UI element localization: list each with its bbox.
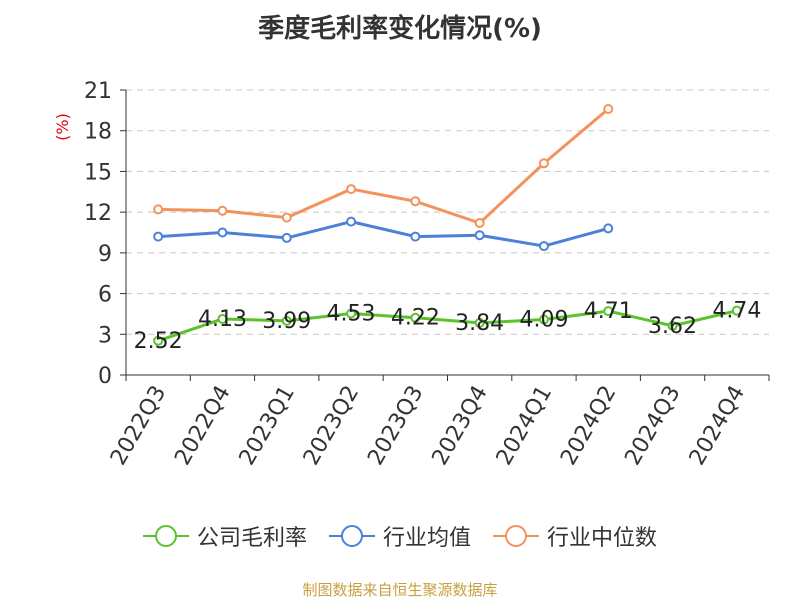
data-point — [538, 241, 549, 252]
y-tick-label: 9 — [98, 242, 112, 267]
data-point — [346, 184, 357, 195]
data-point — [153, 204, 164, 215]
data-point — [410, 231, 421, 242]
data-point — [153, 231, 164, 242]
data-point — [538, 158, 549, 169]
x-tick-label: 2023Q1 — [235, 382, 300, 470]
data-point — [153, 335, 164, 346]
y-tick-label: 15 — [84, 160, 112, 185]
series-line-2 — [158, 107, 610, 225]
legend-label: 行业均值 — [382, 526, 471, 551]
legend-marker — [493, 525, 539, 547]
legend-marker — [328, 525, 375, 547]
data-label: 4.22 — [391, 306, 440, 331]
series-line-0 — [157, 309, 738, 343]
x-tick-label: 2024Q2 — [556, 382, 621, 470]
y-tick-label: 3 — [98, 323, 112, 348]
data-label: 2.52 — [134, 329, 183, 354]
data-point — [731, 305, 742, 316]
data-point — [538, 314, 549, 325]
series-layer — [153, 104, 742, 346]
x-tick-label: 2022Q4 — [170, 382, 235, 470]
y-axis-label: (%) — [53, 113, 72, 141]
y-tick-label: 18 — [84, 120, 112, 145]
legend-item-2[interactable]: 行业中位数 — [493, 520, 657, 552]
data-point — [603, 306, 614, 317]
chart-title: 季度毛利率变化情况(%) — [258, 14, 542, 44]
data-point — [346, 308, 357, 319]
data-label: 4.13 — [198, 307, 247, 332]
data-point — [410, 312, 421, 323]
y-tick-label: 0 — [98, 364, 112, 389]
x-tick-label: 2023Q3 — [363, 382, 428, 470]
y-tick-label: 12 — [84, 201, 112, 226]
data-label: 3.62 — [648, 314, 697, 339]
data-point — [217, 205, 228, 216]
source-note: 制图数据来自恒生聚源数据库 — [302, 581, 498, 599]
data-point — [603, 223, 614, 234]
data-point — [281, 232, 292, 243]
x-tick-label: 2024Q4 — [685, 382, 750, 470]
x-tick-label: 2024Q1 — [492, 382, 557, 470]
legend-item-1[interactable]: 行业均值 — [328, 520, 471, 552]
data-point — [281, 315, 292, 326]
x-tick-label: 2023Q2 — [299, 382, 364, 470]
data-label: 4.71 — [584, 299, 633, 324]
legend-item-0[interactable]: 公司毛利率 — [142, 520, 307, 552]
legend-label: 公司毛利率 — [196, 526, 307, 551]
data-point — [474, 317, 485, 328]
data-point — [410, 196, 421, 207]
data-label: 3.99 — [262, 309, 311, 334]
label-layer: 2.52 4.13 3.99 4.53 4.22 3.84 4.09 4.71 3.62 4.74 — [134, 299, 762, 354]
data-point — [217, 313, 228, 324]
x-tick-label: 2024Q3 — [620, 382, 685, 470]
legend-label: 行业中位数 — [547, 526, 658, 551]
x-tick-label: 2022Q3 — [106, 382, 171, 470]
data-label: 4.74 — [712, 299, 761, 324]
y-tick-label: 21 — [84, 79, 112, 104]
data-point — [346, 216, 357, 227]
data-label: 3.84 — [455, 311, 504, 336]
data-point — [667, 320, 678, 331]
data-point — [474, 218, 485, 228]
data-point — [217, 227, 228, 238]
data-label: 4.09 — [519, 307, 568, 332]
data-point — [603, 104, 614, 114]
legend-marker — [142, 525, 189, 547]
series-line-1 — [158, 220, 609, 248]
data-point — [474, 230, 485, 241]
axis-layer: 0369121518212022Q32022Q42023Q12023Q22023… — [84, 79, 770, 470]
data-point — [281, 212, 292, 223]
y-tick-label: 6 — [98, 283, 112, 308]
legend: 公司毛利率 行业均值 行业中位数 — [0, 520, 800, 552]
x-tick-label: 2023Q4 — [428, 382, 493, 470]
data-label: 4.53 — [327, 302, 376, 327]
